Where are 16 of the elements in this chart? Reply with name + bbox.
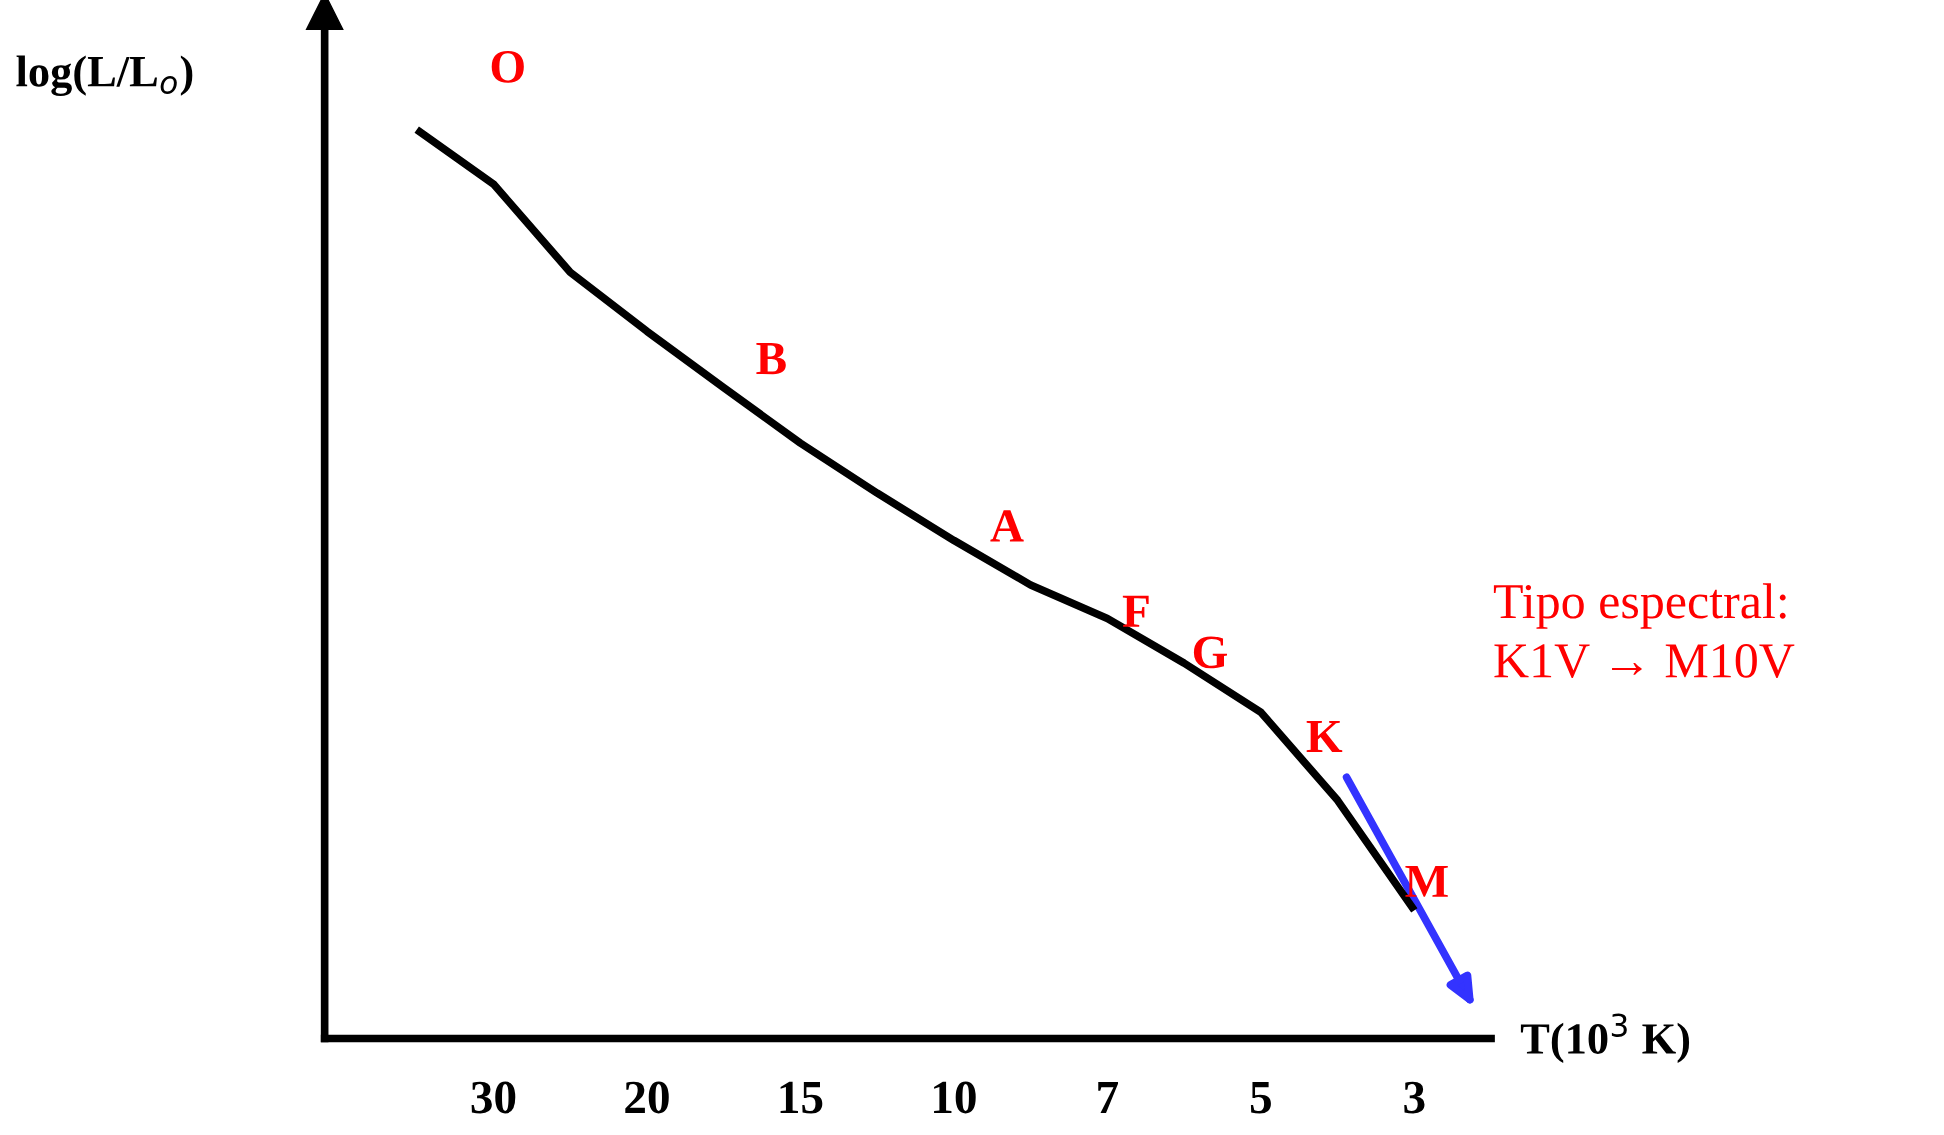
x-tick-label: 5 — [1250, 1082, 1271, 1114]
annotation: K — [1306, 721, 1343, 752]
x-axis-title: T(10$^{3}$ K) — [1520, 1013, 1690, 1063]
annotation: G — [1193, 636, 1228, 669]
text: O — [491, 51, 524, 83]
annotation: B — [756, 343, 786, 375]
annotation: A — [990, 510, 1024, 542]
x-tick-label: 15 — [780, 1081, 823, 1114]
x-tick-label: 10 — [934, 1081, 976, 1114]
x-tick-label: 20 — [625, 1081, 669, 1114]
x-tick-label: 7 — [1098, 1082, 1119, 1113]
y-axis-title: log(L/L$_{o}$) — [16, 55, 193, 97]
x-tick-label: 30 — [471, 1081, 516, 1114]
x-tick-label: 3 — [1404, 1081, 1425, 1114]
text: Tipo espectral: K1V → M10V — [1493, 583, 1795, 678]
annotation: F — [1122, 595, 1149, 627]
